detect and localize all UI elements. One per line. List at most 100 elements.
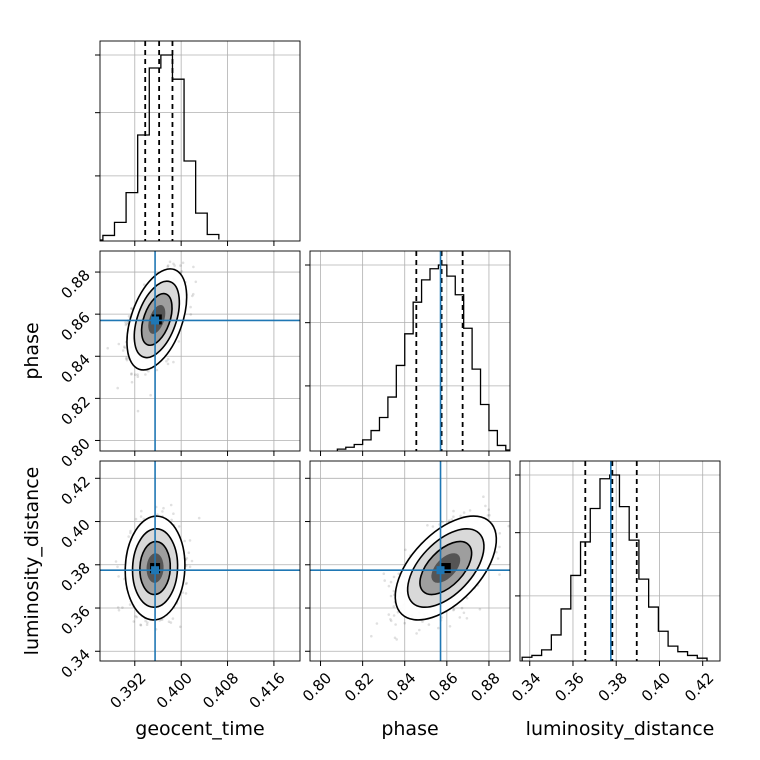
x-tick-label: 0.84 xyxy=(383,669,419,705)
sample-point xyxy=(135,615,139,619)
sample-point xyxy=(130,373,133,376)
sample-point xyxy=(437,626,440,630)
grid xyxy=(520,461,720,661)
histogram-luminosity_distance xyxy=(521,474,708,661)
sample-point xyxy=(441,520,444,524)
sample-point xyxy=(188,565,192,569)
sample-point xyxy=(486,514,490,517)
y-tick-label: 0.80 xyxy=(57,435,93,471)
sample-point xyxy=(145,623,149,626)
sample-point xyxy=(121,606,124,609)
sample-point xyxy=(389,580,393,584)
sample-point xyxy=(170,518,173,522)
truth-marker xyxy=(436,566,445,575)
sample-point xyxy=(132,620,136,623)
x-tick-label: 0.34 xyxy=(508,669,544,705)
sample-point xyxy=(397,572,401,576)
panel-geocent_time-geocent_time xyxy=(95,40,301,246)
sample-point xyxy=(418,628,421,632)
x-tick-label: 0.416 xyxy=(246,669,289,712)
sample-point xyxy=(124,323,128,327)
sample-point xyxy=(392,605,396,608)
sample-point xyxy=(117,608,121,612)
sample-point xyxy=(142,283,146,287)
sample-point xyxy=(458,616,462,619)
panel-geocent_time-phase: 0.80 0.82 0.84 0.86 0.88 xyxy=(57,250,301,471)
x-tick-label: 0.36 xyxy=(551,669,587,705)
sample-point xyxy=(139,515,143,518)
sample-point xyxy=(183,539,186,543)
sample-point xyxy=(459,514,462,518)
panel-content xyxy=(336,251,510,451)
x-tick-label: 0.400 xyxy=(153,669,196,712)
x-tick-label: 0.82 xyxy=(341,669,377,705)
sample-point xyxy=(394,623,397,626)
sample-point xyxy=(383,579,387,582)
panel-phase-luminosity_distance: 0.80 0.82 0.84 0.86 0.88 xyxy=(299,460,511,705)
sample-point xyxy=(106,346,109,350)
sample-point xyxy=(116,565,119,569)
x-axis-title-phase: phase xyxy=(381,718,438,740)
sample-point xyxy=(127,315,131,318)
grid xyxy=(100,41,300,241)
sample-point xyxy=(415,632,418,635)
sample-point xyxy=(167,620,171,623)
sample-point xyxy=(123,346,127,350)
panel-geocent_time-luminosity_distance: 0.392 0.400 0.408 0.416 0.34 0.36 0.38 0.40 0.42 xyxy=(57,460,301,712)
sample-point xyxy=(127,535,130,538)
sample-point xyxy=(177,525,181,528)
sample-point xyxy=(180,270,183,273)
sample-point xyxy=(431,525,435,528)
panel-frame xyxy=(99,250,301,452)
sample-point xyxy=(172,512,175,515)
x-tick-label: 0.392 xyxy=(106,669,149,712)
truth-marker xyxy=(151,566,160,575)
sample-point xyxy=(452,608,455,612)
sample-point xyxy=(387,613,391,616)
sample-point xyxy=(166,357,170,361)
sample-point xyxy=(136,409,140,413)
sample-point xyxy=(156,513,159,516)
sample-point xyxy=(173,264,176,267)
sample-point xyxy=(166,264,170,267)
sample-point xyxy=(181,591,185,594)
sample-point xyxy=(389,594,393,598)
panel-content xyxy=(100,251,300,451)
panel-frame xyxy=(309,250,511,452)
sample-point xyxy=(146,621,149,624)
x-axis-title-luminosity_distance: luminosity_distance xyxy=(526,718,715,740)
sample-point xyxy=(507,524,510,528)
sample-point xyxy=(125,322,129,326)
y-tick-label: 0.38 xyxy=(57,559,93,595)
sample-point xyxy=(139,624,143,627)
sample-point xyxy=(169,621,173,624)
sample-point xyxy=(124,357,128,361)
sample-point xyxy=(171,617,175,620)
sample-point xyxy=(452,509,455,513)
x-tick-label: 0.42 xyxy=(681,669,717,705)
sample-point xyxy=(452,608,456,611)
sample-point xyxy=(123,345,126,349)
sample-point xyxy=(450,518,454,521)
sample-point xyxy=(382,572,386,575)
sample-point xyxy=(488,513,491,517)
sample-point xyxy=(184,592,188,595)
sample-point xyxy=(478,608,482,611)
sample-point xyxy=(129,531,132,535)
panel-frame xyxy=(519,460,721,662)
grid xyxy=(100,461,300,661)
sample-point xyxy=(192,265,195,269)
sample-point xyxy=(125,356,128,360)
sample-point xyxy=(389,619,393,623)
sample-point xyxy=(117,342,121,346)
panel-content xyxy=(310,461,510,661)
sample-point xyxy=(448,625,452,628)
sample-point xyxy=(498,545,501,549)
sample-point xyxy=(387,584,391,588)
sample-point xyxy=(468,509,472,512)
y-tick-label: 0.88 xyxy=(57,266,93,302)
sample-point xyxy=(370,634,373,638)
y-axis-title-luminosity_distance: luminosity_distance xyxy=(21,467,43,656)
sample-point xyxy=(124,321,127,324)
